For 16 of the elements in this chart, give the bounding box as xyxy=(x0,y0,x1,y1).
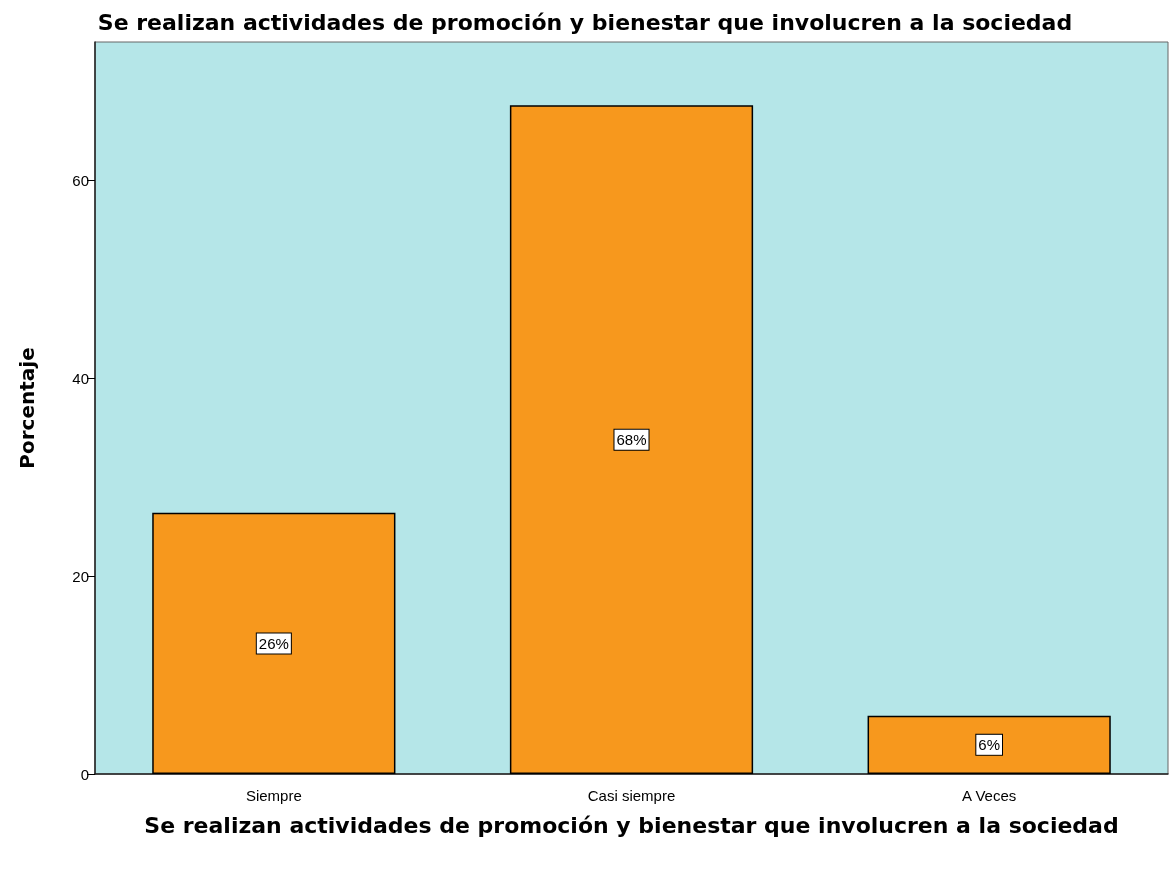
data-label: 68% xyxy=(616,431,647,449)
y-tick-label: 60 xyxy=(72,171,89,189)
data-label: 6% xyxy=(978,736,1001,754)
y-axis-title: Porcentaje xyxy=(15,347,39,469)
bar xyxy=(867,715,1111,774)
chart-title: Se realizan actividades de promoción y bienestar que involucren a la sociedad xyxy=(97,9,1073,35)
bar xyxy=(152,512,396,774)
x-tick-label: A Veces xyxy=(962,787,1017,804)
data-label: 26% xyxy=(258,634,289,652)
x-axis-title: Se realizan actividades de promoción y bienestar que involucren a la sociedad xyxy=(144,813,1119,838)
x-tick-label: Siempre xyxy=(245,787,302,804)
y-tick-label: 40 xyxy=(72,369,89,387)
y-tick-label: 0 xyxy=(80,765,89,783)
y-tick-label: 20 xyxy=(72,567,89,585)
bar xyxy=(509,105,754,774)
x-tick-label: Casi siempre xyxy=(587,787,676,804)
